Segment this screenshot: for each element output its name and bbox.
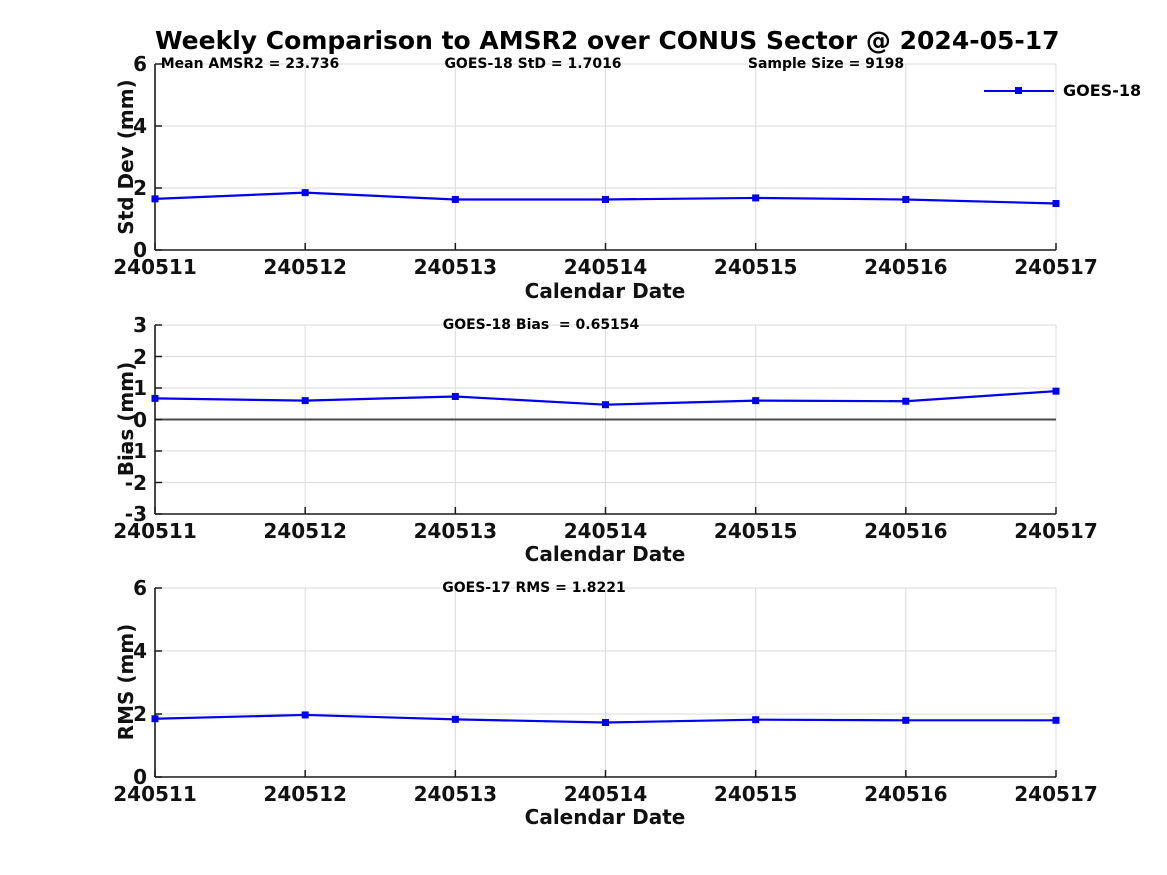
- x-tick-label: 240511: [113, 782, 197, 806]
- y-tick-label: 2: [133, 344, 147, 369]
- annotation-sample-size: Sample Size = 9198: [747, 56, 905, 72]
- x-tick-label: 240514: [563, 255, 648, 279]
- x-tick-label: 240511: [113, 255, 197, 279]
- x-tick-label: 240513: [413, 255, 498, 279]
- y-tick-label: 1: [133, 376, 147, 400]
- x-tick-label: 240517: [1014, 255, 1098, 279]
- y-tick-label: 2: [133, 176, 147, 200]
- y-tick-label: -3: [124, 502, 147, 526]
- y-tick-label: -2: [124, 470, 147, 495]
- legend: GOES-18: [984, 81, 1141, 100]
- y-tick-label: 3: [133, 313, 147, 337]
- x-tick-label: 240514: [563, 519, 648, 543]
- annotation-goes18-bias: GOES-18 Bias = 0.65154: [442, 317, 640, 333]
- x-tick-label: 240512: [263, 519, 347, 543]
- annotation-goes18-std: GOES-18 StD = 1.7016: [444, 56, 622, 72]
- y-tick-label: 4: [133, 639, 147, 663]
- legend-label: GOES-18: [1063, 81, 1142, 100]
- y-tick-label: 6: [133, 52, 147, 76]
- y-tick-label: -1: [124, 439, 147, 463]
- x-axis-label: Calendar Date: [524, 279, 686, 303]
- x-tick-label: 240511: [113, 519, 197, 543]
- x-tick-label: 240513: [413, 519, 498, 543]
- figure-title: Weekly Comparison to AMSR2 over CONUS Se…: [155, 26, 1060, 55]
- x-tick-label: 240516: [864, 519, 948, 543]
- y-tick-label: 0: [133, 407, 147, 432]
- x-tick-label: 240515: [713, 519, 798, 543]
- x-tick-label: 240515: [713, 255, 798, 279]
- x-tick-label: 240515: [713, 782, 798, 806]
- x-tick-label: 240512: [263, 255, 347, 279]
- y-tick-label: 6: [133, 576, 147, 600]
- y-axis-label-std-dev: Std Dev (mm): [114, 79, 138, 235]
- y-tick-label: 0: [133, 765, 147, 789]
- y-tick-label: 0: [133, 238, 147, 262]
- x-tick-label: 240517: [1014, 782, 1098, 806]
- plot-area-bias: [151, 324, 1060, 515]
- x-axis-label: Calendar Date: [524, 542, 686, 566]
- annotation-mean-amsr2: Mean AMSR2 = 23.736: [160, 56, 340, 72]
- y-tick-label: 4: [133, 114, 147, 138]
- x-tick-label: 240516: [864, 255, 948, 279]
- plot-area-rms: [151, 587, 1060, 778]
- plot-area-std-dev: [151, 63, 1060, 251]
- annotation-goes17-rms: GOES-17 RMS = 1.8221: [442, 580, 626, 596]
- legend-line-sample: [984, 87, 1054, 95]
- x-tick-label: 240516: [864, 782, 948, 806]
- legend-marker-square: [1015, 87, 1022, 94]
- y-tick-label: 2: [133, 702, 147, 726]
- x-tick-label: 240512: [263, 782, 347, 806]
- x-tick-label: 240513: [413, 782, 498, 806]
- x-tick-label: 240517: [1014, 519, 1098, 543]
- x-tick-label: 240514: [563, 782, 648, 806]
- x-axis-label: Calendar Date: [524, 805, 686, 829]
